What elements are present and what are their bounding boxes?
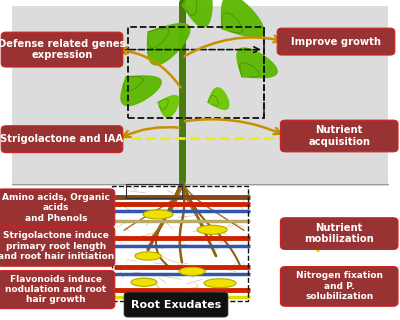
Polygon shape bbox=[182, 0, 212, 27]
Bar bbox=[128, 27, 264, 118]
FancyBboxPatch shape bbox=[280, 218, 398, 250]
Text: Nutrient
mobilization: Nutrient mobilization bbox=[304, 223, 374, 244]
Bar bbox=[12, 6, 388, 186]
Text: Nitrogen fixation
and P.
solubilization: Nitrogen fixation and P. solubilization bbox=[296, 271, 383, 301]
Polygon shape bbox=[208, 88, 229, 109]
FancyBboxPatch shape bbox=[280, 267, 398, 306]
Text: Amino acids, Organic
acids
and Phenols: Amino acids, Organic acids and Phenols bbox=[2, 193, 110, 223]
FancyBboxPatch shape bbox=[124, 292, 228, 317]
Ellipse shape bbox=[197, 225, 227, 234]
Text: Flavonoids induce
nodulation and root
hair growth: Flavonoids induce nodulation and root ha… bbox=[5, 275, 107, 305]
Polygon shape bbox=[237, 48, 277, 78]
Text: Root Exudates: Root Exudates bbox=[131, 300, 221, 310]
FancyBboxPatch shape bbox=[0, 227, 115, 266]
Bar bbox=[126, 184, 182, 198]
Ellipse shape bbox=[179, 267, 205, 276]
FancyBboxPatch shape bbox=[0, 271, 115, 308]
Ellipse shape bbox=[204, 279, 236, 288]
Polygon shape bbox=[158, 96, 179, 117]
Ellipse shape bbox=[131, 278, 157, 286]
Text: Defense related genes
expression: Defense related genes expression bbox=[0, 39, 126, 60]
Text: Strigolactone and IAA: Strigolactone and IAA bbox=[0, 134, 124, 144]
Ellipse shape bbox=[143, 210, 173, 219]
FancyBboxPatch shape bbox=[1, 126, 123, 153]
Bar bbox=[112, 186, 248, 301]
Text: Nutrient
acquisition: Nutrient acquisition bbox=[308, 125, 370, 147]
FancyBboxPatch shape bbox=[1, 32, 123, 67]
FancyBboxPatch shape bbox=[280, 120, 398, 152]
Polygon shape bbox=[121, 76, 161, 106]
Ellipse shape bbox=[135, 252, 161, 260]
Text: Strigolactone induce
primary root length
and root hair initiation: Strigolactone induce primary root length… bbox=[0, 231, 114, 261]
Text: Improve growth: Improve growth bbox=[291, 36, 381, 47]
Polygon shape bbox=[222, 0, 264, 37]
FancyBboxPatch shape bbox=[0, 189, 115, 227]
Polygon shape bbox=[148, 24, 190, 65]
FancyBboxPatch shape bbox=[277, 28, 395, 55]
